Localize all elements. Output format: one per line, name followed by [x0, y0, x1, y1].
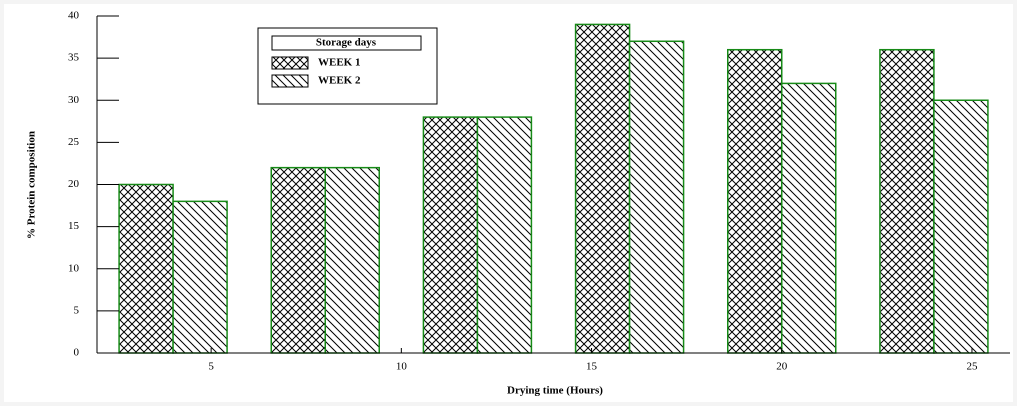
y-tick-label: 15: [68, 220, 80, 232]
legend-title-box: [271, 35, 422, 51]
x-tick-label: 5: [208, 361, 214, 373]
bar: [118, 183, 174, 354]
x-tick-label: 10: [396, 361, 408, 373]
y-tick-label: 20: [68, 178, 80, 190]
legend-label: WEEK 2: [318, 75, 361, 87]
bar: [422, 116, 479, 354]
x-axis-label: Drying time (Hours): [507, 385, 603, 397]
bar: [172, 200, 228, 354]
legend-title: Storage days: [316, 37, 377, 49]
bar: [879, 48, 935, 354]
y-tick-label: 0: [74, 347, 80, 359]
bar: [933, 99, 989, 354]
y-axis-label: % Protein composition: [26, 131, 38, 239]
legend-swatch: [271, 56, 309, 70]
y-tick-label: 25: [68, 136, 80, 148]
bar: [628, 40, 685, 354]
y-tick-label: 30: [68, 94, 80, 106]
bar: [324, 166, 380, 354]
y-tick-label: 10: [68, 262, 80, 274]
y-tick-label: 35: [68, 52, 80, 64]
x-tick-label: 15: [586, 361, 598, 373]
bar: [727, 48, 783, 354]
y-tick-label: 5: [74, 304, 80, 316]
bar: [476, 116, 533, 354]
legend-label: WEEK 1: [318, 57, 360, 69]
y-tick-label: 40: [68, 10, 80, 22]
bar: [270, 166, 326, 354]
legend: Storage days WEEK 1 WEEK 2: [257, 27, 438, 105]
bar: [781, 82, 837, 354]
x-tick-label: 25: [966, 361, 978, 373]
x-tick-label: 20: [776, 361, 788, 373]
legend-swatch: [271, 74, 309, 88]
bar: [574, 23, 631, 354]
